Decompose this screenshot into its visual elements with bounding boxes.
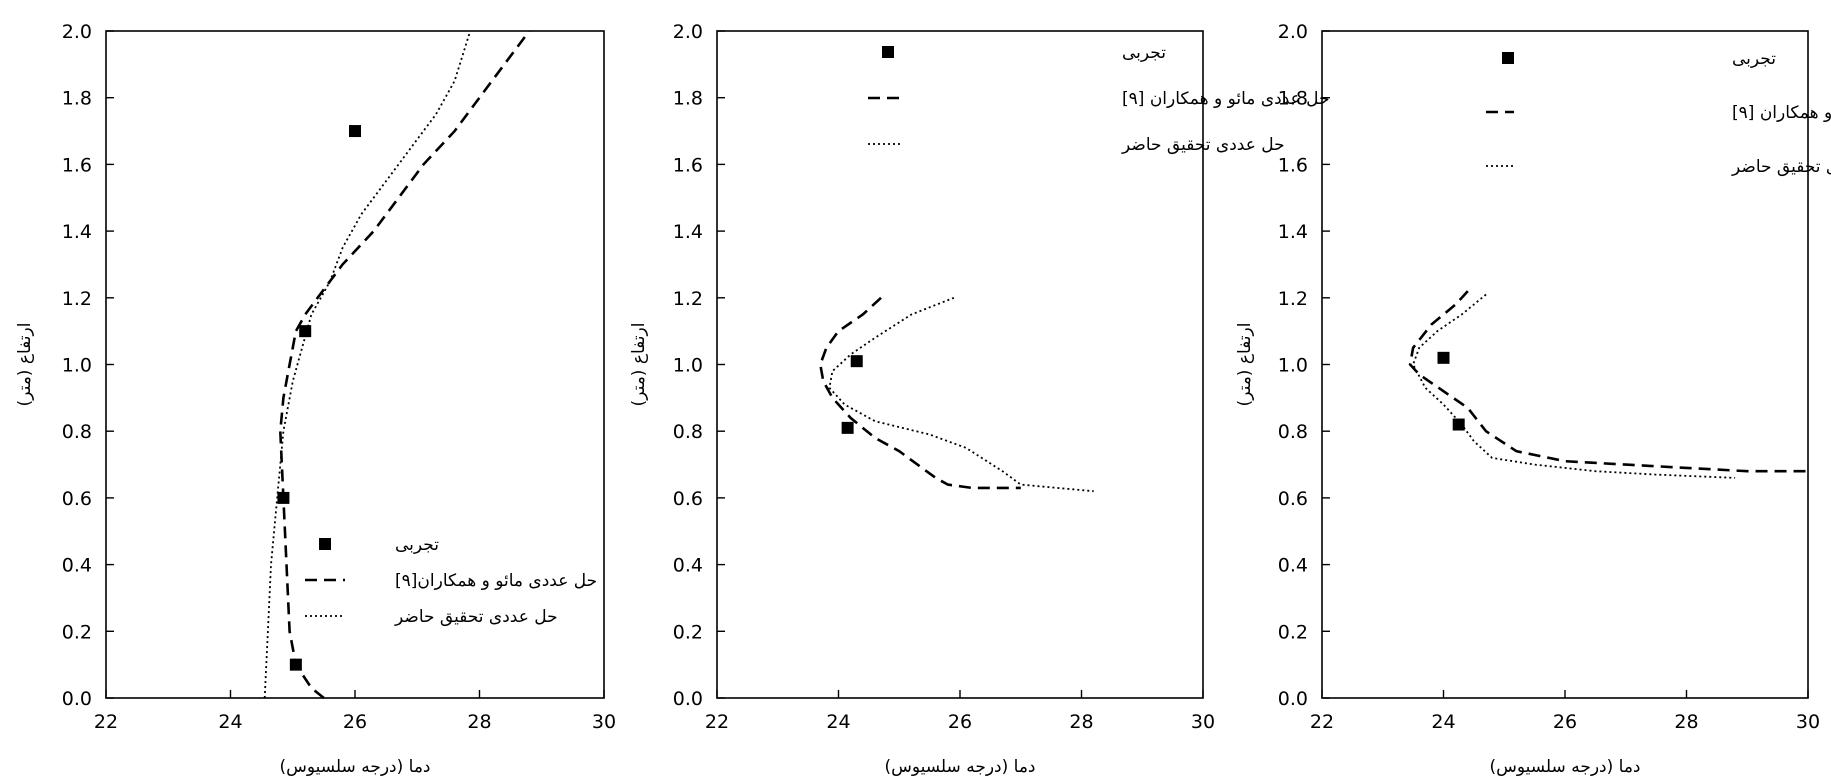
- y-tick-label: 1.0: [1278, 355, 1308, 377]
- x-tick-label: 28: [467, 711, 491, 733]
- x-tick-label: 30: [1191, 711, 1215, 733]
- y-tick-label: 1.6: [1278, 154, 1308, 176]
- series-line-mao: [1408, 290, 1808, 473]
- legend-label: حل عددی مائو و همکاران [۹]: [1732, 103, 1831, 123]
- legend-marker-experimental: [319, 538, 331, 550]
- y-tick-label: 0.4: [673, 555, 703, 577]
- y-tick-label: 0.6: [62, 488, 92, 510]
- y-tick-label: 1.2: [62, 288, 92, 310]
- y-tick-label: 1.8: [62, 88, 92, 110]
- x-tick-label: 24: [1431, 711, 1455, 733]
- y-tick-label: 1.2: [673, 288, 703, 310]
- x-tick-label: 24: [218, 711, 242, 733]
- x-tick-label: 26: [1553, 711, 1577, 733]
- y-tick-label: 1.8: [673, 88, 703, 110]
- series-line-present: [263, 30, 472, 699]
- x-tick-label: 28: [1069, 711, 1093, 733]
- data-point-marker: [1452, 418, 1465, 431]
- data-point-marker: [299, 325, 312, 338]
- legend-label: حل عددی مائو و همکاران [۹]: [1122, 89, 1330, 109]
- legend-label: حل عددی تحقیق حاضر: [394, 607, 558, 627]
- y-tick-label: 1.8: [1278, 88, 1308, 110]
- y-tick-label: 0.4: [62, 555, 92, 577]
- x-axis-label: دما (درجه سلسیوس): [1489, 757, 1640, 777]
- x-tick-label: 24: [826, 711, 850, 733]
- legend-label: حل عددی تحقیق حاضر: [1731, 157, 1831, 177]
- legend-label: تجربی: [1122, 43, 1166, 63]
- y-tick-label: 0.6: [1278, 488, 1308, 510]
- legend-label: حل عددی تحقیق حاضر: [1121, 135, 1285, 155]
- data-point-marker: [841, 421, 854, 434]
- plot-frame: [716, 30, 1204, 699]
- y-tick-label: 0.0: [62, 688, 92, 710]
- legend-marker-experimental: [882, 46, 894, 58]
- y-tick-label: 1.2: [1278, 288, 1308, 310]
- y-tick-label: 0.2: [1278, 621, 1308, 643]
- y-tick-label: 2.0: [62, 21, 92, 43]
- data-point-marker: [1437, 351, 1450, 364]
- x-tick-label: 26: [948, 711, 972, 733]
- y-axis-label: ارتفاع (متر): [1235, 323, 1255, 407]
- y-tick-label: 0.4: [1278, 555, 1308, 577]
- x-tick-label: 22: [94, 711, 118, 733]
- series-line-present: [1412, 293, 1736, 479]
- x-tick-label: 28: [1674, 711, 1698, 733]
- y-tick-label: 1.4: [673, 221, 703, 243]
- series-line-mao: [818, 296, 1021, 490]
- y-tick-label: 1.4: [62, 221, 92, 243]
- y-tick-label: 0.2: [62, 621, 92, 643]
- legend-marker-experimental: [1502, 52, 1514, 64]
- legend-label: حل عددی مائو و همکاران[۹]: [395, 571, 597, 591]
- legend-label: تجربی: [395, 535, 439, 555]
- x-axis-label: دما (درجه سلسیوس): [279, 757, 430, 777]
- plot-frame: [1321, 30, 1809, 699]
- y-tick-label: 0.8: [673, 421, 703, 443]
- series-line-mao: [278, 30, 531, 700]
- y-tick-label: 1.4: [1278, 221, 1308, 243]
- y-tick-label: 0.2: [673, 621, 703, 643]
- chart-panel-1: 0.0 0.2 0.4 0.6 0.8 1.0 1.2 1.4 1.6 1.8 2.0 22 24 26 2…: [15, 21, 616, 777]
- data-point-marker: [850, 355, 863, 368]
- y-axis-label: ارتفاع (متر): [15, 323, 35, 407]
- data-point-marker: [349, 125, 361, 138]
- y-tick-label: 1.0: [62, 355, 92, 377]
- x-tick-label: 22: [705, 711, 729, 733]
- series-line-present: [828, 296, 1094, 493]
- y-tick-label: 0.0: [673, 688, 703, 710]
- x-tick-label: 26: [343, 711, 367, 733]
- y-tick-label: 1.0: [673, 355, 703, 377]
- chart-panel-3: 0.0 0.2 0.4 0.6 0.8 1.0 1.2 1.4 1.6 1.8 2.0 22 24 26 2…: [1235, 21, 1831, 777]
- chart-panel-2: 0.0 0.2 0.4 0.6 0.8 1.0 1.2 1.4 1.6 1.8 2.0 22 24 26 2…: [629, 21, 1330, 777]
- x-tick-label: 30: [1796, 711, 1820, 733]
- y-tick-label: 0.0: [1278, 688, 1308, 710]
- x-axis-label: دما (درجه سلسیوس): [884, 757, 1035, 777]
- y-tick-label: 2.0: [1278, 21, 1308, 43]
- y-tick-label: 0.6: [673, 488, 703, 510]
- y-tick-label: 0.8: [62, 421, 92, 443]
- legend-label: تجربی: [1732, 49, 1776, 69]
- y-axis-label: ارتفاع (متر): [629, 323, 649, 407]
- y-tick-label: 2.0: [673, 21, 703, 43]
- y-tick-label: 1.6: [62, 154, 92, 176]
- x-tick-label: 22: [1310, 711, 1334, 733]
- x-tick-label: 30: [592, 711, 616, 733]
- y-tick-label: 0.8: [1278, 421, 1308, 443]
- y-tick-label: 1.6: [673, 154, 703, 176]
